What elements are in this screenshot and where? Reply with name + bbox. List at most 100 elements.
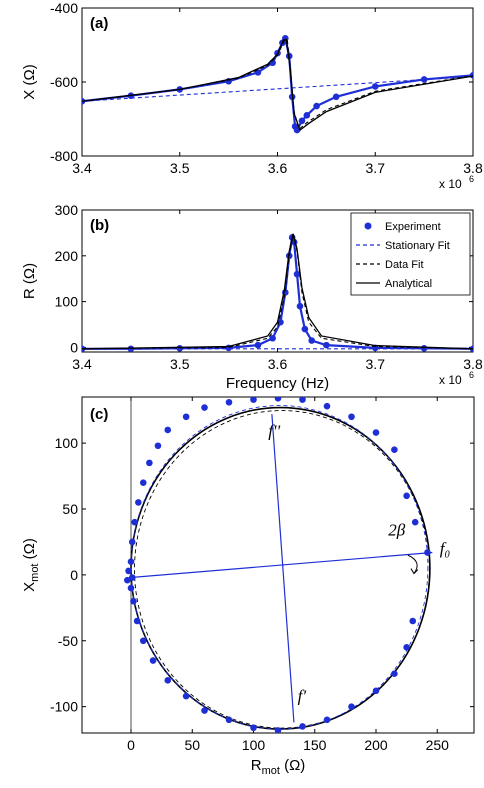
legend-label-stationary-fit: Stationary Fit (385, 240, 450, 252)
panel-label: (a) (90, 15, 108, 32)
y-tick-label: 300 (55, 202, 79, 218)
series-experiment-point (277, 318, 284, 326)
y-axis-label-main: X (21, 582, 38, 592)
x-tick-label: 50 (184, 737, 200, 753)
experiment-point (409, 617, 417, 625)
y-tick-label: 0 (70, 339, 78, 355)
x-tick-label: 0 (127, 737, 135, 753)
x-multiplier-exponent: 6 (469, 174, 474, 184)
annotation: f' (298, 686, 307, 705)
legend: Experiment Stationary Fit Data Fit Analytic… (350, 212, 471, 296)
panel-label: (b) (90, 217, 109, 234)
series-experiment-point (254, 341, 262, 349)
x-tick-label: 100 (242, 737, 266, 753)
series-experiment-point (469, 72, 473, 79)
experiment-point (201, 404, 208, 411)
experiment-point (164, 426, 172, 434)
experiment-point (403, 492, 410, 500)
experiment-point (201, 707, 208, 714)
x-tick-label: 200 (364, 737, 388, 753)
series-experiment-point (298, 117, 306, 125)
experiment-point (131, 518, 138, 526)
panel-c: 0 50 100 150 200 250 -100 -50 0 50 100 f'' 2β f₀ f' (c)… (21, 396, 475, 777)
experiment-point (250, 397, 257, 403)
experiment-point (225, 716, 233, 724)
series-experiment-point (303, 112, 311, 119)
x-tick-label: 3.5 (170, 160, 190, 176)
x-tick-label: 150 (303, 737, 327, 753)
series-experiment-point (127, 345, 135, 352)
series-experiment-point (308, 337, 316, 344)
y-tick-label: 100 (55, 435, 79, 451)
series-experiment-point (301, 325, 309, 333)
experiment-point (146, 459, 153, 467)
y-axis-label-sub: mot (29, 564, 41, 582)
series-experiment-point (323, 341, 330, 349)
legend-swatch-experiment (364, 222, 372, 230)
legend-label-analytical: Analytical (385, 278, 432, 290)
y-tick-label: -800 (50, 148, 78, 164)
experiment-point (225, 398, 233, 406)
x-tick-label: 3.8 (463, 160, 483, 176)
legend-label-data-fit: Data Fit (385, 259, 424, 271)
x-tick-label: 3.4 (72, 356, 92, 372)
experiment-point (323, 716, 331, 724)
experiment-point (182, 413, 190, 421)
x-axis-label-sub: mot (262, 765, 280, 777)
y-tick-label: 0 (70, 567, 78, 583)
y-tick-label: -400 (50, 0, 78, 16)
series-data-fit-line (82, 39, 473, 131)
experiment-point (348, 703, 355, 710)
series-experiment-point (313, 102, 320, 110)
experiment-point (391, 446, 398, 454)
plot-area (81, 7, 474, 157)
series-experiment-point (293, 126, 301, 134)
annotation: f'' (268, 422, 280, 441)
experiment-point (299, 397, 306, 403)
data-fit-circle (134, 410, 430, 729)
x-tick-label: 3.6 (268, 356, 288, 372)
experiment-point (391, 670, 398, 678)
y-tick-label: 100 (55, 294, 79, 310)
x-tick-label: 3.4 (72, 160, 92, 176)
series-experiment-point (269, 334, 276, 342)
x-tick-label: 3.5 (170, 356, 190, 372)
legend-label-experiment: Experiment (385, 221, 441, 233)
experiment-point (403, 644, 410, 651)
experiment-point (133, 617, 141, 625)
y-tick-label: -100 (50, 699, 78, 715)
series-experiment-point (332, 93, 340, 101)
experiment-point (411, 518, 419, 526)
x-axis-label: Rmot (Ω) (251, 757, 306, 777)
y-tick-label: 200 (55, 248, 79, 264)
experiment-point (274, 397, 282, 402)
experiment-point (154, 442, 162, 450)
series-group (82, 233, 473, 352)
experiment-point (323, 402, 331, 410)
y-axis-label: R (Ω) (21, 263, 38, 299)
y-axis-label: Xmot (Ω) (21, 538, 41, 592)
y-axis-label-unit: (Ω) (21, 538, 38, 563)
series-stationary-fit-line (82, 75, 473, 102)
series-group (124, 397, 433, 733)
x-tick-label: 3.8 (463, 356, 483, 372)
experiment-point (348, 413, 355, 421)
x-multiplier: x 10 (439, 177, 462, 191)
series-group (82, 35, 473, 134)
x-tick-label: 250 (426, 737, 450, 753)
diameter-line (130, 551, 433, 579)
diameter-line (271, 414, 295, 723)
panel-a: 3.4 3.5 3.6 3.7 3.8 -800 -600 -400 (a) X (Ω) x 10 6 (21, 0, 483, 191)
stationary-fit-circle (130, 405, 429, 730)
y-tick-label: -600 (50, 74, 78, 90)
experiment-point (164, 676, 172, 684)
x-multiplier-exponent: 6 (469, 370, 474, 380)
experiment-point (372, 429, 380, 436)
series-analytical-line (82, 233, 473, 350)
x-tick-label: 3.7 (366, 160, 386, 176)
y-tick-label: 50 (62, 501, 78, 517)
series-experiment-point (293, 270, 301, 278)
experiment-point (135, 499, 142, 506)
annotation: f₀ (440, 539, 451, 558)
